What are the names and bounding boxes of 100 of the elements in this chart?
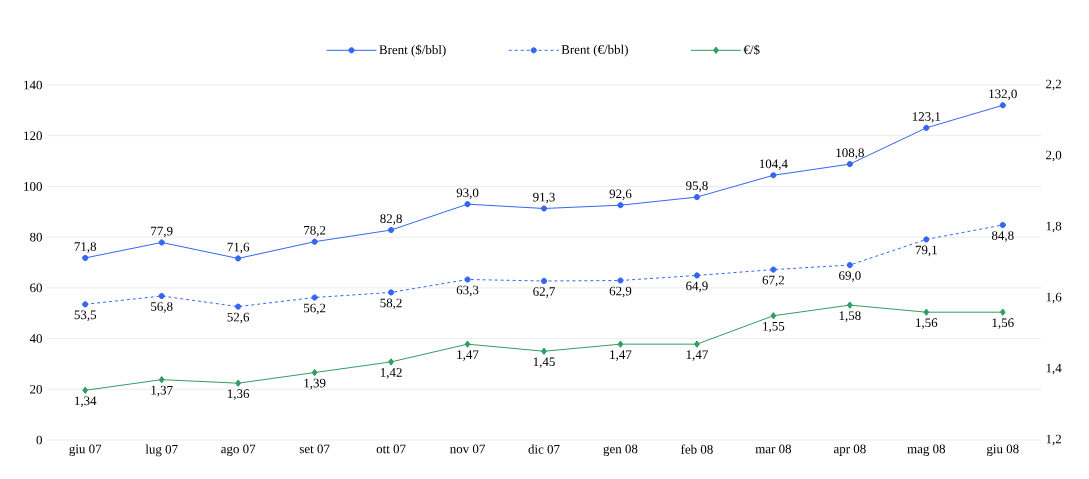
y-tick-label: 120 — [24, 131, 42, 141]
data-label: 71,8 — [74, 242, 97, 253]
data-label: 1,47 — [686, 350, 708, 361]
y-tick-label: 140 — [24, 80, 42, 90]
data-label: 53,5 — [74, 310, 97, 322]
data-label: 77,9 — [151, 226, 173, 238]
data-label: 62,9 — [609, 286, 632, 298]
point — [923, 124, 930, 131]
point — [770, 172, 777, 179]
data-label: 58,2 — [380, 298, 402, 310]
data-label: 64,9 — [686, 281, 708, 293]
point — [923, 308, 930, 316]
x-tick-label: giu 07 — [69, 444, 102, 456]
data-label: 91,3 — [533, 192, 555, 204]
data-label: 104,4 — [759, 159, 788, 171]
y2-tick-label: 1,8 — [1046, 221, 1062, 233]
data-label: 123,1 — [912, 112, 941, 123]
y-tick-label: 0 — [36, 435, 42, 445]
data-label: 84,8 — [991, 231, 1014, 242]
point — [388, 358, 394, 366]
data-label: 95,8 — [686, 181, 708, 192]
legend-label: €/$ — [743, 44, 760, 55]
point — [311, 294, 318, 301]
point — [999, 102, 1006, 109]
y2-tick-label: 2,2 — [1046, 79, 1062, 91]
data-label: 1,45 — [533, 357, 555, 368]
y-tick-label: 100 — [24, 182, 42, 191]
y2-tick-label: 1,2 — [1046, 434, 1062, 446]
point — [693, 272, 701, 279]
data-label: 1,56 — [916, 318, 938, 329]
x-tick-label: set 07 — [299, 444, 330, 454]
y2-tick-label: 2,0 — [1046, 150, 1062, 162]
point — [540, 205, 548, 212]
point — [82, 386, 89, 394]
data-label: 108,8 — [836, 148, 864, 159]
legend-label: Brent (€/bbl) — [561, 44, 628, 57]
data-label: 56,2 — [304, 303, 326, 315]
x-tick-label: gen 08 — [603, 444, 638, 456]
point — [999, 221, 1006, 229]
data-label: 1,47 — [457, 350, 479, 361]
point — [464, 340, 471, 348]
point — [694, 340, 700, 348]
legend-label: Brent ($/bbl) — [379, 44, 446, 57]
point — [846, 261, 853, 269]
data-label: 71,6 — [227, 242, 250, 254]
data-label: 78,2 — [304, 225, 326, 237]
x-tick-label: giu 08 — [986, 444, 1019, 456]
data-label: 1,34 — [75, 396, 97, 408]
point — [311, 238, 318, 245]
data-label: 82,8 — [380, 214, 402, 225]
y-tick-label: 40 — [29, 334, 42, 343]
point — [999, 308, 1006, 316]
data-label: 62,7 — [533, 287, 555, 298]
x-tick-label: lug 07 — [145, 444, 178, 457]
data-label: 63,3 — [456, 285, 479, 297]
point — [617, 277, 624, 284]
y2-tick-label: 1,6 — [1046, 292, 1062, 304]
data-label: 56,8 — [151, 302, 173, 313]
data-label: 1,42 — [380, 368, 402, 379]
y2-tick-label: 1,4 — [1046, 363, 1062, 375]
point — [846, 301, 853, 309]
data-label: 1,36 — [227, 389, 250, 400]
point — [617, 340, 624, 348]
data-label: 1,39 — [304, 378, 326, 390]
point — [540, 277, 548, 285]
point — [923, 236, 930, 243]
point — [464, 201, 471, 208]
data-label: 1,58 — [839, 311, 861, 322]
point — [235, 379, 242, 387]
x-tick-label: ago 07 — [221, 444, 256, 456]
data-label: 69,0 — [839, 271, 861, 282]
point — [158, 375, 165, 384]
point — [770, 312, 777, 320]
x-tick-label: apr 08 — [833, 444, 866, 456]
data-label: 93,0 — [456, 188, 479, 199]
x-tick-label: dic 07 — [528, 444, 560, 454]
point — [158, 239, 165, 246]
data-label: 67,2 — [762, 275, 785, 287]
point — [541, 347, 547, 355]
data-label: 132,0 — [989, 89, 1017, 101]
point — [235, 255, 242, 262]
point — [387, 289, 395, 296]
data-label: 1,56 — [992, 318, 1014, 329]
point — [464, 276, 471, 283]
point — [235, 303, 242, 310]
data-label: 52,6 — [227, 312, 250, 324]
point — [311, 368, 318, 377]
data-label: 1,47 — [610, 350, 632, 361]
x-tick-label: feb 08 — [680, 444, 713, 454]
point — [158, 292, 165, 300]
x-tick-label: ott 07 — [376, 444, 406, 454]
x-tick-label: mar 08 — [755, 444, 792, 454]
data-label: 79,1 — [915, 245, 937, 257]
y-tick-label: 80 — [30, 232, 42, 242]
y-tick-label: 20 — [30, 384, 42, 394]
x-tick-label: mag 08 — [907, 444, 946, 456]
point — [387, 226, 395, 234]
point — [846, 161, 853, 168]
point — [82, 301, 89, 308]
point — [617, 202, 624, 209]
